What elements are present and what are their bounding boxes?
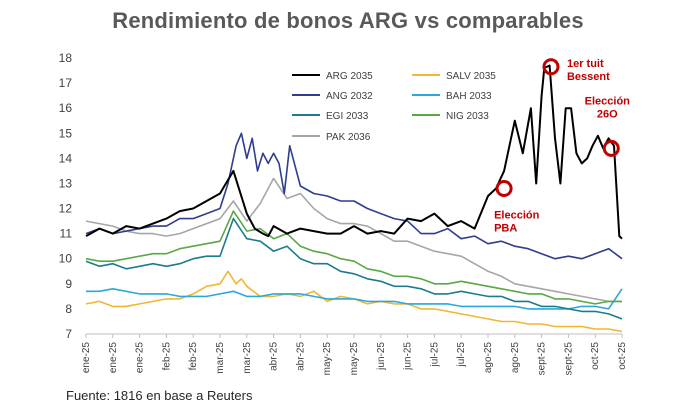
annotation-circle bbox=[542, 58, 560, 76]
x-tick-label: jul-25 bbox=[456, 342, 467, 368]
y-tick-label: 9 bbox=[65, 277, 72, 291]
annotation-circle bbox=[602, 139, 620, 157]
series-line-nig-2033 bbox=[85, 210, 622, 305]
y-tick-label: 10 bbox=[59, 252, 73, 266]
x-tick-label: jun-25 bbox=[376, 342, 387, 371]
y-tick-label: 13 bbox=[59, 176, 73, 190]
y-tick-label: 7 bbox=[65, 327, 72, 341]
y-tick-label: 8 bbox=[65, 302, 72, 316]
x-tick-label: abr-25 bbox=[295, 342, 306, 371]
legend-label-bah-2033: BAH 2033 bbox=[446, 91, 492, 102]
annotation-label: 1er tuit bbox=[567, 58, 604, 70]
x-tick-label: ago-25 bbox=[510, 342, 521, 374]
x-tick-label: abr-25 bbox=[269, 342, 280, 371]
x-tick-label: feb-25 bbox=[188, 342, 199, 371]
x-tick-label: mar-25 bbox=[215, 342, 226, 374]
x-tick-label: may-25 bbox=[349, 342, 360, 376]
y-tick-label: 11 bbox=[60, 227, 73, 241]
y-tick-label: 17 bbox=[59, 76, 73, 90]
series-line-ang-2032 bbox=[85, 132, 623, 260]
x-tick-label: sept-25 bbox=[563, 342, 574, 376]
x-tick-label: sept-25 bbox=[537, 342, 548, 376]
legend-label-salv-2035: SALV 2035 bbox=[446, 71, 496, 82]
y-tick-label: 18 bbox=[59, 51, 73, 65]
annotation-label: 26O bbox=[597, 108, 618, 120]
x-tick-label: ene-25 bbox=[135, 342, 146, 374]
legend-label-ang-2032: ANG 2032 bbox=[326, 91, 373, 102]
y-tick-label: 12 bbox=[59, 202, 73, 216]
x-tick-label: jul-25 bbox=[429, 342, 440, 368]
annotation-circle bbox=[495, 179, 513, 197]
annotation-label: Bessent bbox=[567, 71, 610, 83]
x-tick-label: ene-25 bbox=[81, 342, 92, 374]
x-tick-label: ago-25 bbox=[483, 342, 494, 374]
legend: ARG 2035 SALV 2035 ANG 2032 BAH 2033 EGI 203… bbox=[292, 71, 496, 143]
series-line-arg-2035 bbox=[85, 64, 623, 240]
series-line-bah-2033 bbox=[86, 287, 623, 310]
series-line-pak-2036 bbox=[85, 177, 622, 303]
annotation-label: PBA bbox=[494, 222, 517, 234]
x-tick-label: may-25 bbox=[322, 342, 333, 376]
legend-label-arg-2035: ARG 2035 bbox=[326, 71, 373, 82]
annotation-label: Elección bbox=[585, 95, 631, 107]
source-note: Fuente: 1816 en base a Reuters bbox=[66, 388, 253, 403]
y-axis: 7 8 9 10 11 12 13 14 15 16 17 18 bbox=[59, 51, 73, 341]
x-tick-label: feb-25 bbox=[161, 342, 172, 371]
y-tick-label: 14 bbox=[59, 151, 73, 165]
legend-label-pak-2036: PAK 2036 bbox=[326, 132, 371, 143]
annotation-label: Elección bbox=[494, 209, 540, 221]
series-layer bbox=[85, 64, 623, 333]
x-tick-label: oct-25 bbox=[590, 342, 601, 370]
series-line-egi-2033 bbox=[85, 217, 623, 320]
legend-label-nig-2033: NIG 2033 bbox=[446, 111, 489, 122]
x-axis: ene-25 ene-25 ene-25 feb-25 feb-25 mar-25 mar-… bbox=[81, 333, 628, 376]
x-tick-label: ene-25 bbox=[108, 342, 119, 374]
chart-title: Rendimiento de bonos ARG vs comparables bbox=[112, 8, 584, 33]
x-tick-label: oct-25 bbox=[617, 342, 628, 370]
legend-label-egi-2033: EGI 2033 bbox=[326, 111, 369, 122]
x-tick-label: mar-25 bbox=[242, 342, 253, 374]
x-tick-label: jun-25 bbox=[403, 342, 414, 371]
series-line-salv-2035 bbox=[85, 270, 623, 333]
y-tick-label: 15 bbox=[59, 126, 73, 140]
y-tick-label: 16 bbox=[59, 101, 73, 115]
